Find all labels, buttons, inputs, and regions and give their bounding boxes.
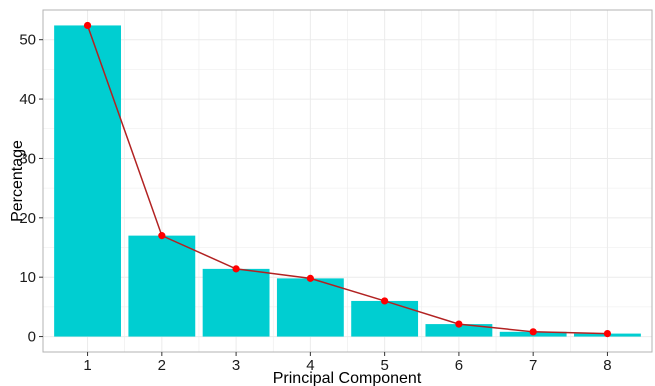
bar (351, 300, 419, 337)
data-point (529, 328, 537, 336)
data-point (306, 274, 314, 282)
bar (425, 324, 493, 337)
x-tick-label: 7 (529, 357, 537, 374)
bar (202, 268, 270, 337)
y-tick-label: 30 (19, 150, 36, 167)
x-tick-label: 1 (83, 357, 91, 374)
plot-panel-border (42, 9, 653, 353)
x-tick-label: 4 (306, 357, 314, 374)
data-point (455, 320, 463, 328)
x-tick-label: 2 (158, 357, 166, 374)
y-tick-label: 20 (19, 210, 36, 227)
y-axis-title: Percentage (9, 140, 26, 222)
data-point (158, 232, 166, 240)
data-point (603, 329, 612, 338)
data-point (381, 297, 389, 305)
data-point (232, 265, 240, 273)
x-axis-title: Principal Component (273, 370, 422, 386)
variance-markers (83, 21, 612, 338)
y-tick-label: 0 (28, 329, 36, 346)
bar (128, 235, 196, 337)
x-tick-label: 5 (380, 357, 388, 374)
data-point (83, 21, 92, 30)
x-tick-label: 3 (232, 357, 240, 374)
x-axis-ticks: 1 2 3 4 5 6 7 8 (83, 352, 612, 374)
y-axis-ticks: 0 10 20 30 40 50 (19, 32, 43, 346)
variance-line (86, 25, 608, 335)
bar (54, 25, 121, 337)
bar (276, 278, 344, 337)
x-tick-label: 6 (455, 357, 463, 374)
y-tick-label: 50 (19, 32, 36, 49)
x-tick-label: 8 (603, 357, 611, 374)
y-tick-label: 40 (19, 91, 36, 108)
y-tick-label: 10 (19, 269, 36, 286)
